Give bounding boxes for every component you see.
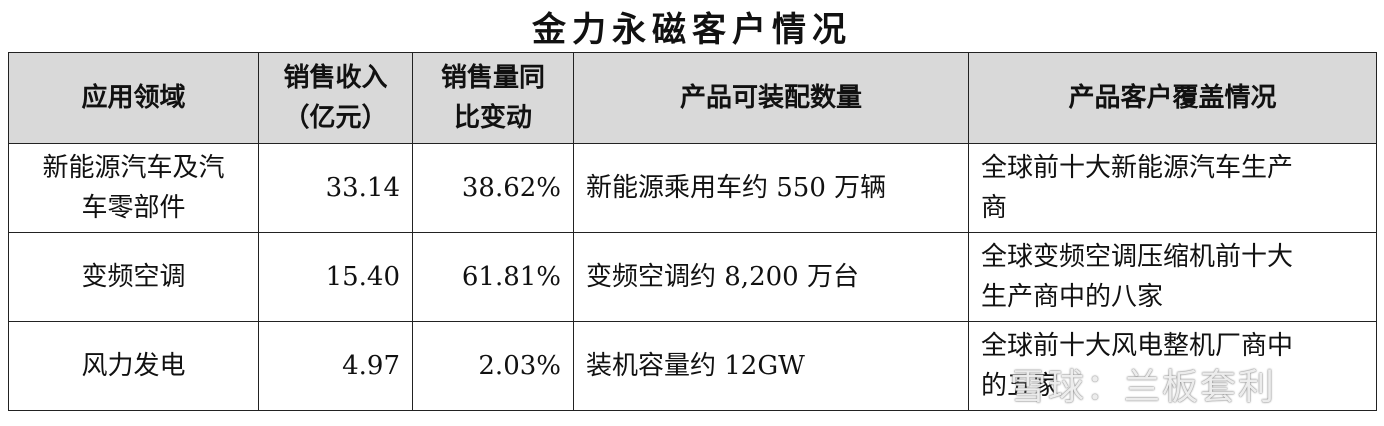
cell-line: 车零部件 — [81, 193, 186, 223]
cell-line: 61.81% — [461, 262, 561, 292]
watermark: 雪球：兰板套利 — [1010, 367, 1277, 408]
table-cell: 38.62% — [412, 143, 574, 233]
cell-line: 产品客户覆盖情况 — [1068, 83, 1277, 113]
table-cell: 装机容量约 12GW — [573, 321, 969, 411]
table-row: 变频空调 15.40 61.81% 变频空调约 8,200 万台 全球变频空调压缩机前十… — [8, 232, 1377, 322]
table-cell: 61.81% — [412, 232, 574, 322]
header-cell: 产品客户覆盖情况 — [968, 52, 1377, 144]
table-cell: 全球前十大风电整机厂商中 的五家 — [968, 321, 1377, 411]
cell-line: 生产商中的八家 — [981, 282, 1164, 312]
cell-line: 销售收入 — [283, 63, 388, 93]
table-cell: 2.03% — [412, 321, 574, 411]
table-cell: 变频空调 — [8, 232, 259, 322]
cell-line: 全球前十大风电整机厂商中 — [981, 331, 1294, 361]
cell-line: 变频空调 — [81, 262, 186, 292]
table-cell: 4.97 — [258, 321, 413, 411]
header-cell: 销售量同 比变动 — [412, 52, 574, 144]
customer-table: 应用领域 销售收入 （亿元） 销售量同比变动 产品可装配数量 产品客户覆盖情况 新能源汽车… — [8, 52, 1377, 411]
table-cell: 新能源乘用车约 550 万辆 — [573, 143, 969, 233]
table-cell: 33.14 — [258, 143, 413, 233]
header-row: 应用领域 销售收入 （亿元） 销售量同比变动 产品可装配数量 产品客户覆盖情况 — [8, 52, 1377, 144]
cell-line: 装机容量约 12GW — [586, 351, 805, 381]
cell-line: 15.40 — [325, 262, 400, 292]
table-cell: 全球前十大新能源汽车生产商 — [968, 143, 1377, 233]
table-cell: 15.40 — [258, 232, 413, 322]
cell-line: 比变动 — [453, 103, 532, 133]
cell-line: 变频空调约 8,200 万台 — [586, 262, 859, 292]
cell-line: 销售量同 — [440, 63, 545, 93]
cell-line: 应用领域 — [81, 83, 186, 113]
header-cell: 产品可装配数量 — [573, 52, 969, 144]
cell-line: 商 — [981, 193, 1008, 223]
table-row: 风力发电 4.97 2.03% 装机容量约 12GW 全球前十大风电整机厂商中 的五家 — [8, 321, 1377, 411]
cell-line: 风力发电 — [81, 351, 186, 381]
header-cell: 应用领域 — [8, 52, 259, 144]
cell-line: 全球变频空调压缩机前十大 — [981, 242, 1294, 272]
cell-line: 33.14 — [325, 173, 400, 203]
cell-line: 产品可装配数量 — [679, 83, 862, 113]
table-row: 新能源汽车及汽 车零部件 33.14 38.62% 新能源乘用车约 550 万辆 全球前十… — [8, 143, 1377, 233]
cell-line: 4.97 — [342, 351, 400, 381]
cell-line: 2.03% — [478, 351, 561, 381]
cell-line: 新能源乘用车约 550 万辆 — [586, 173, 887, 203]
cell-line: 新能源汽车及汽 — [42, 153, 225, 183]
table-cell: 风力发电 — [8, 321, 259, 411]
table-cell: 全球变频空调压缩机前十大 生产商中的八家 — [968, 232, 1377, 322]
header-cell: 销售收入 （亿元） — [258, 52, 413, 144]
cell-line: 全球前十大新能源汽车生产 — [981, 153, 1294, 183]
table-cell: 变频空调约 8,200 万台 — [573, 232, 969, 322]
cell-line: 的五家 — [981, 371, 1060, 401]
title: 金力永磁客户情况 — [532, 10, 852, 50]
table-cell: 新能源汽车及汽 车零部件 — [8, 143, 259, 233]
cell-line: 38.62% — [461, 173, 561, 203]
table-body: 新能源汽车及汽 车零部件 33.14 38.62% 新能源乘用车约 550 万辆 全球前十… — [8, 143, 1377, 411]
cell-line: （亿元） — [283, 103, 388, 133]
